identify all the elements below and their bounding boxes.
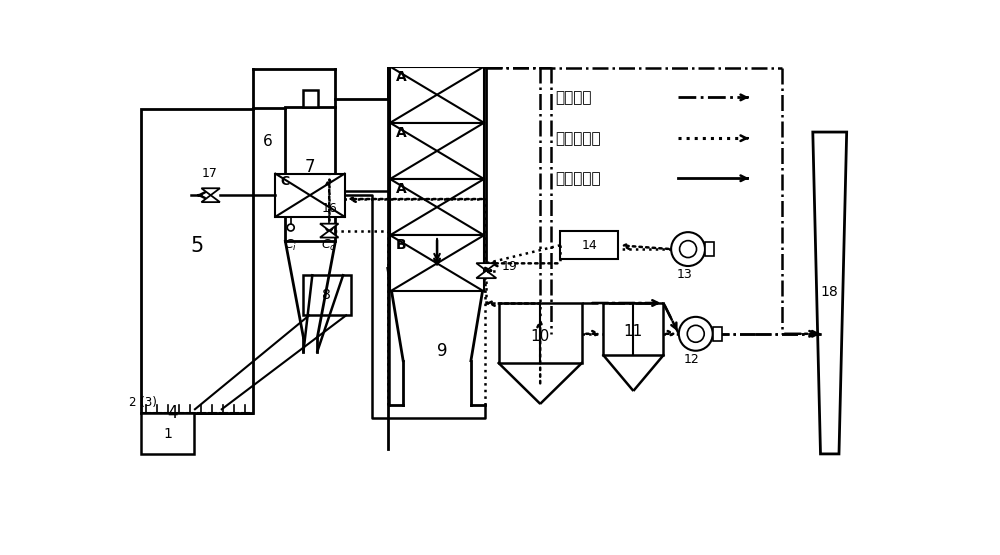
Text: 2 (3): 2 (3)	[129, 396, 157, 409]
Text: 4: 4	[167, 404, 178, 422]
Text: 5: 5	[191, 236, 204, 256]
Text: A: A	[395, 182, 406, 196]
Text: 17: 17	[201, 167, 217, 180]
Bar	[713, 327, 722, 341]
Bar	[705, 243, 714, 256]
Circle shape	[680, 241, 697, 258]
Bar	[285, 107, 335, 241]
Circle shape	[287, 224, 294, 231]
Bar	[499, 303, 582, 363]
Bar	[603, 303, 663, 355]
Polygon shape	[320, 231, 338, 238]
Bar	[303, 275, 351, 315]
Text: 18: 18	[821, 285, 839, 299]
Circle shape	[326, 224, 333, 231]
Text: 12: 12	[684, 353, 700, 366]
Polygon shape	[476, 271, 496, 278]
Text: 烟气流程: 烟气流程	[555, 90, 591, 105]
Polygon shape	[201, 188, 220, 195]
Bar	[275, 174, 345, 217]
Polygon shape	[813, 132, 847, 454]
Text: 冷空气流程: 冷空气流程	[555, 131, 600, 146]
Text: 19: 19	[502, 260, 517, 273]
Bar	[390, 123, 484, 179]
Bar	[390, 179, 484, 235]
Text: $C_o$: $C_o$	[321, 238, 337, 253]
Text: 14: 14	[581, 239, 597, 252]
Bar	[390, 67, 484, 123]
Bar	[390, 235, 484, 291]
Text: 10: 10	[531, 329, 550, 344]
Bar	[141, 109, 253, 413]
Text: 1: 1	[163, 426, 172, 441]
Text: 16: 16	[321, 202, 337, 215]
Bar	[141, 413, 194, 454]
Polygon shape	[320, 224, 338, 231]
Text: A: A	[395, 126, 406, 140]
Bar	[303, 90, 318, 107]
Text: 6: 6	[263, 134, 273, 149]
Text: 7: 7	[305, 158, 316, 176]
Text: 13: 13	[676, 269, 692, 281]
Circle shape	[671, 232, 705, 266]
Circle shape	[687, 325, 704, 342]
Text: 8: 8	[322, 288, 331, 302]
Text: B: B	[395, 238, 406, 253]
Text: A: A	[395, 70, 406, 84]
Polygon shape	[201, 195, 220, 202]
Circle shape	[679, 317, 713, 351]
Text: $C_i$: $C_i$	[284, 238, 297, 253]
Text: 热空气流程: 热空气流程	[555, 171, 600, 186]
Text: 11: 11	[624, 324, 643, 339]
Text: C: C	[281, 175, 290, 188]
Bar	[560, 231, 618, 259]
Polygon shape	[476, 263, 496, 271]
Text: 9: 9	[437, 342, 447, 360]
